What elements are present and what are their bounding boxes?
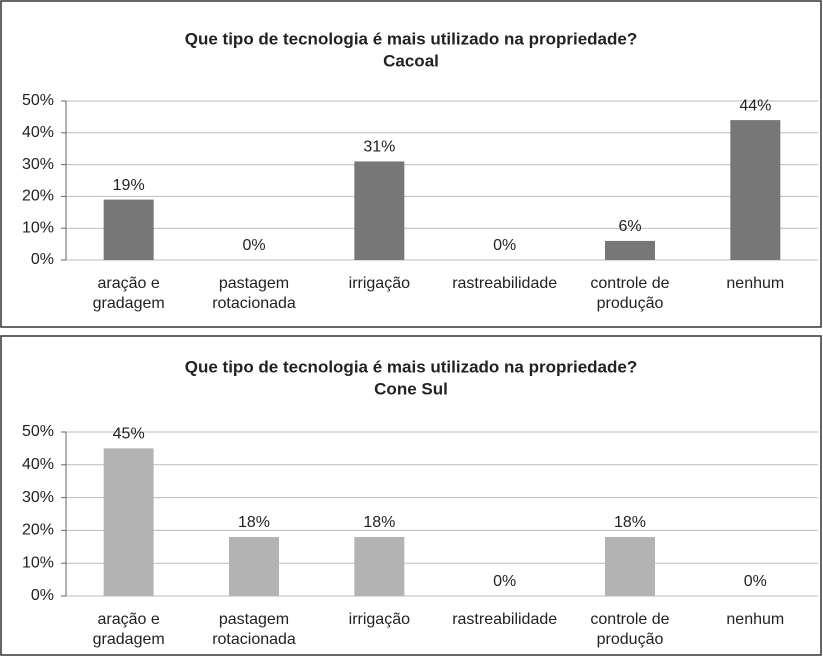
value-label: 19% xyxy=(113,177,145,194)
chart-title: Que tipo de tecnologia é mais utilizado … xyxy=(185,29,637,48)
y-tick-label: 0% xyxy=(31,251,54,268)
y-tick-label: 20% xyxy=(22,522,54,539)
chart-title: Que tipo de tecnologia é mais utilizado … xyxy=(185,357,637,376)
y-tick-label: 30% xyxy=(22,156,54,173)
value-label: 18% xyxy=(363,514,395,531)
y-tick-label: 50% xyxy=(22,92,54,109)
bar xyxy=(354,161,405,260)
y-tick-label: 30% xyxy=(22,489,54,506)
y-tick-label: 10% xyxy=(22,554,54,571)
bar xyxy=(605,536,655,596)
value-label: 18% xyxy=(238,514,270,531)
bar xyxy=(605,240,655,260)
x-tick-label: nenhum xyxy=(726,275,784,292)
value-label: 31% xyxy=(363,139,395,156)
chart-frame xyxy=(0,0,822,328)
bar xyxy=(730,120,781,260)
bar xyxy=(229,536,279,596)
x-tick-label: pastagem rotacionada xyxy=(212,275,296,312)
chart-subtitle: Cone Sul xyxy=(374,379,448,398)
bar xyxy=(103,199,154,260)
chart-frame xyxy=(0,335,822,656)
x-tick-label: controle de produção xyxy=(590,611,669,648)
value-label: 18% xyxy=(614,514,646,531)
y-tick-label: 40% xyxy=(22,456,54,473)
y-tick-label: 20% xyxy=(22,188,54,205)
value-label: 44% xyxy=(739,97,771,114)
x-tick-label: irrigação xyxy=(349,611,410,628)
x-tick-label: nenhum xyxy=(726,611,784,628)
y-tick-label: 50% xyxy=(22,423,54,440)
y-tick-label: 0% xyxy=(31,587,54,604)
x-tick-label: rastreabilidade xyxy=(452,275,557,292)
x-tick-label: controle de produção xyxy=(590,275,669,312)
x-tick-label: aração e gradagem xyxy=(93,611,165,648)
value-label: 0% xyxy=(242,237,265,254)
chart-subtitle: Cacoal xyxy=(383,51,439,70)
bar xyxy=(103,448,154,596)
value-label: 0% xyxy=(493,237,516,254)
x-tick-label: pastagem rotacionada xyxy=(212,611,296,648)
value-label: 0% xyxy=(744,573,767,590)
value-label: 6% xyxy=(618,218,641,235)
bar xyxy=(354,536,405,596)
value-label: 0% xyxy=(493,573,516,590)
y-tick-label: 40% xyxy=(22,124,54,141)
x-tick-label: irrigação xyxy=(349,275,410,292)
value-label: 45% xyxy=(113,426,145,443)
x-tick-label: rastreabilidade xyxy=(452,611,557,628)
y-tick-label: 10% xyxy=(22,219,54,236)
x-tick-label: aração e gradagem xyxy=(93,275,165,312)
